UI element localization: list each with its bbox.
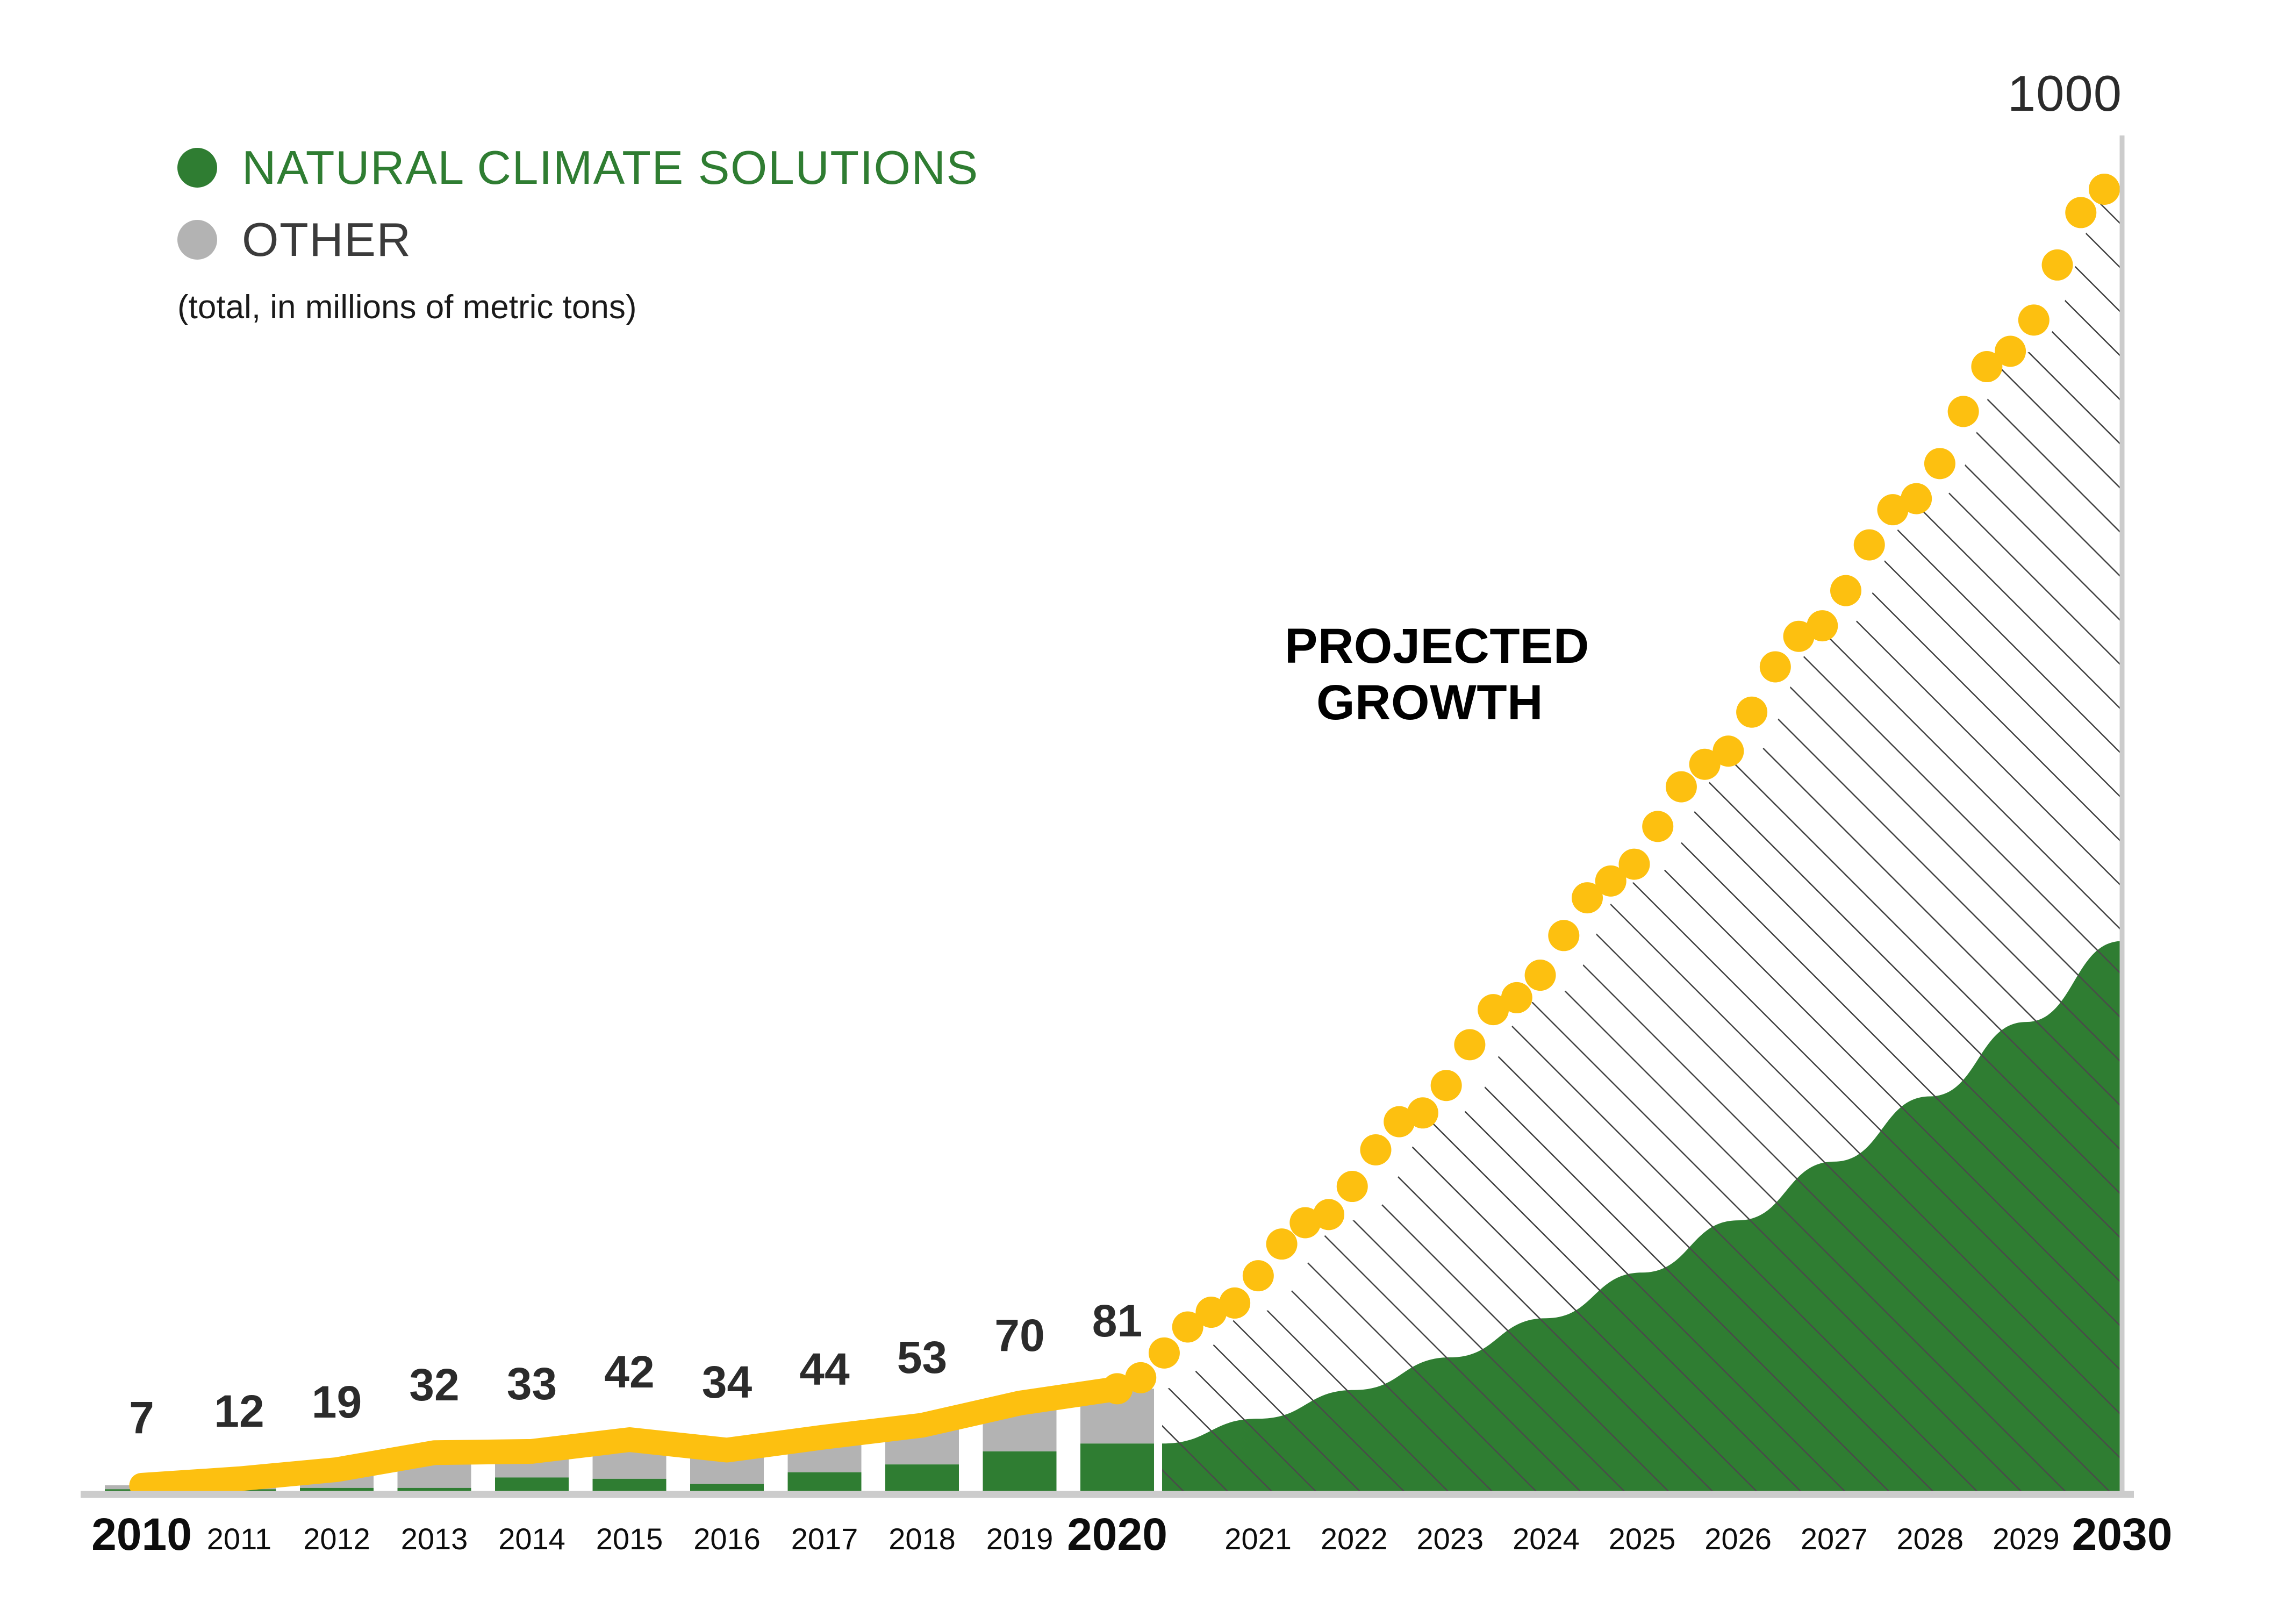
- projected-growth-annotation: PROJECTED GROWTH: [1285, 618, 1589, 731]
- year-label-2023: 2023: [1416, 1522, 1484, 1556]
- bar-value-label: 70: [994, 1310, 1045, 1361]
- bar-value-label: 53: [897, 1332, 948, 1383]
- bar-value-label: 12: [214, 1385, 264, 1436]
- bar-value-label: 7: [129, 1392, 154, 1443]
- projection-dot: [1501, 982, 1532, 1013]
- projection-dot: [1195, 1297, 1227, 1328]
- projection-dot: [2041, 249, 2073, 281]
- projection-dot: [1877, 494, 1909, 526]
- legend-dot-gray-icon: [177, 220, 217, 260]
- projection-dot: [1219, 1287, 1251, 1319]
- year-label-2030: 2030: [2072, 1509, 2173, 1559]
- projection-dot: [1313, 1199, 1345, 1230]
- year-label-2018: 2018: [888, 1522, 956, 1556]
- bar-value-label: 81: [1092, 1296, 1143, 1347]
- projection-dot: [2089, 174, 2120, 205]
- chart-legend: NATURAL CLIMATE SOLUTIONS OTHER (total, …: [177, 144, 979, 326]
- projection-dot: [1548, 920, 1580, 951]
- year-label-2015: 2015: [596, 1522, 663, 1556]
- projection-dot: [1407, 1097, 1438, 1129]
- projection-dot: [1947, 396, 1979, 427]
- bar-value-label: 34: [701, 1357, 753, 1408]
- bar-segment-natural-climate-solutions: [885, 1464, 959, 1494]
- projection-dot: [1924, 448, 1955, 480]
- projection-dot: [1360, 1134, 1392, 1165]
- projection-dot: [1830, 575, 1862, 606]
- projection-dot: [1995, 335, 2026, 367]
- year-label-2013: 2013: [400, 1522, 468, 1556]
- legend-label-other: OTHER: [242, 213, 412, 266]
- year-label-2025: 2025: [1608, 1522, 1676, 1556]
- legend-dot-green-icon: [177, 148, 217, 188]
- year-label-2020: 2020: [1067, 1509, 1167, 1559]
- year-label-2017: 2017: [791, 1522, 858, 1556]
- year-label-2011: 2011: [206, 1522, 272, 1556]
- projection-dot: [1572, 882, 1603, 914]
- legend-units-note: (total, in millions of metric tons): [177, 289, 637, 326]
- projection-dot: [1642, 811, 1674, 842]
- projection-dot: [1430, 1070, 1462, 1101]
- year-label-2012: 2012: [303, 1522, 370, 1556]
- historical-trend-line: [129, 1376, 1130, 1498]
- year-label-2019: 2019: [986, 1522, 1054, 1556]
- projection-dot: [1689, 748, 1721, 780]
- bar-value-label: 44: [799, 1344, 850, 1395]
- year-label-2021: 2021: [1224, 1522, 1292, 1556]
- bar-value-label: 42: [604, 1347, 655, 1398]
- projection-dot: [1289, 1207, 1321, 1239]
- projection-dot: [1759, 651, 1791, 683]
- projection-dot: [1595, 865, 1626, 897]
- projection-dot: [1736, 696, 1768, 728]
- bar-value-label: 19: [311, 1376, 362, 1427]
- bar-segment-natural-climate-solutions: [787, 1472, 862, 1494]
- projection-dot: [1125, 1362, 1157, 1393]
- projection-dot: [1242, 1260, 1274, 1292]
- axis-max-value-label: 1000: [2007, 65, 2122, 121]
- projection-dot: [1478, 994, 1509, 1026]
- bar-segment-natural-climate-solutions: [983, 1451, 1057, 1494]
- legend-label-natural-climate-solutions: NATURAL CLIMATE SOLUTIONS: [242, 141, 979, 194]
- year-label-2010: 2010: [91, 1509, 192, 1559]
- projection-dot: [1618, 848, 1650, 880]
- projection-dot: [1853, 529, 1885, 561]
- trend-line-group: [129, 1376, 1130, 1498]
- projection-dot: [1454, 1029, 1486, 1061]
- projection-dot: [1172, 1311, 1203, 1343]
- projection-dot: [1524, 960, 1556, 991]
- projection-dot: [1101, 1373, 1133, 1405]
- projection-dot: [1665, 771, 1697, 803]
- projected-growth-line2: GROWTH: [1316, 675, 1544, 730]
- projection-dot: [1807, 610, 1838, 642]
- year-label-2028: 2028: [1896, 1522, 1964, 1556]
- legend-item-natural-climate-solutions: NATURAL CLIMATE SOLUTIONS: [177, 144, 979, 191]
- projection-natural-climate-solutions-area: [1162, 941, 2122, 1494]
- legend-item-other: OTHER: [177, 216, 979, 263]
- projection-dot: [1148, 1337, 1180, 1369]
- year-label-2022: 2022: [1320, 1522, 1388, 1556]
- projection-dot: [1971, 351, 2003, 383]
- year-label-2029: 2029: [1993, 1522, 2060, 1556]
- projection-area-group: [1162, 189, 2122, 1494]
- year-label-2027: 2027: [1800, 1522, 1868, 1556]
- bar-value-label: 32: [409, 1360, 460, 1411]
- year-label-2016: 2016: [693, 1522, 761, 1556]
- projection-dots-group: [1101, 174, 2120, 1405]
- projection-dot: [1783, 620, 1815, 652]
- projection-dot: [1336, 1171, 1368, 1203]
- year-label-2026: 2026: [1704, 1522, 1772, 1556]
- year-label-2014: 2014: [498, 1522, 565, 1556]
- projection-dot: [2018, 304, 2050, 336]
- year-label-2024: 2024: [1513, 1522, 1580, 1556]
- projected-growth-line1: PROJECTED: [1285, 619, 1589, 674]
- projection-dot: [1901, 483, 1932, 514]
- projection-dot: [2065, 197, 2097, 228]
- bar-value-label: 33: [506, 1358, 557, 1409]
- projection-dot: [1712, 735, 1744, 767]
- projection-dot: [1266, 1228, 1298, 1260]
- bar-segment-natural-climate-solutions: [1080, 1443, 1154, 1494]
- projection-dot: [1384, 1106, 1415, 1137]
